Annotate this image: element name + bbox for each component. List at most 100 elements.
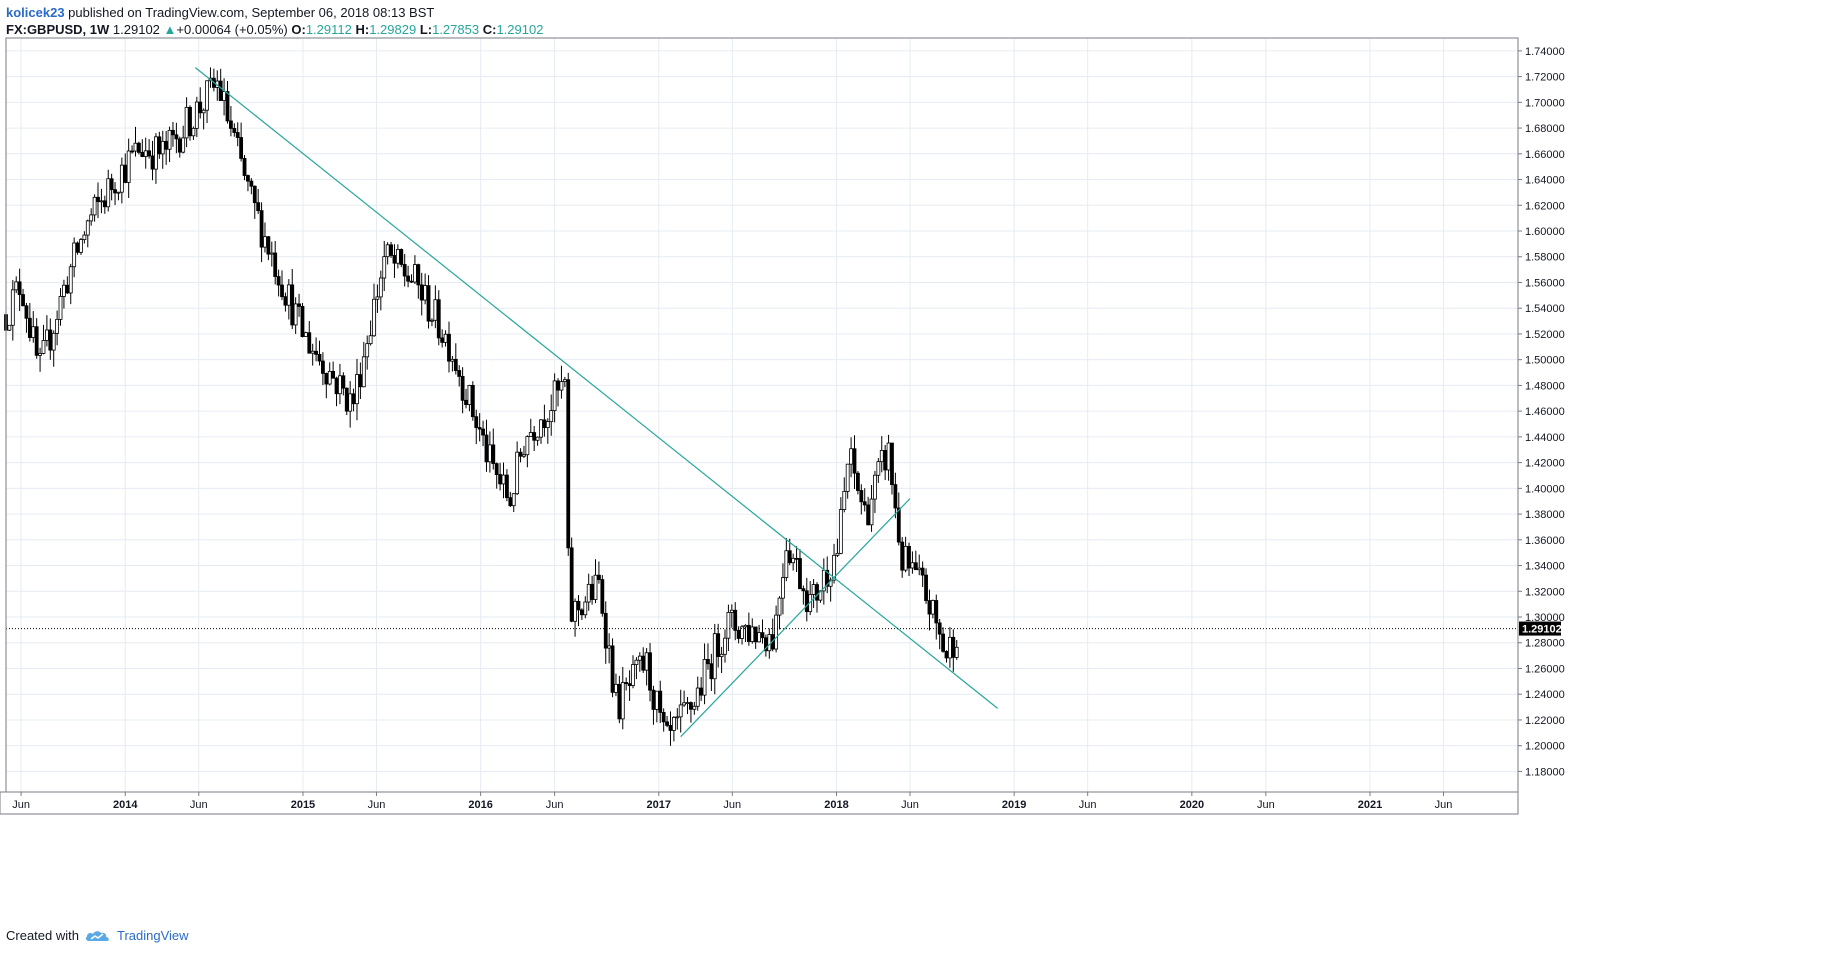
candle bbox=[21, 288, 25, 307]
candle bbox=[344, 387, 349, 416]
candle bbox=[566, 372, 571, 556]
price-axis[interactable]: 1.74000 1.72000 1.70000 1.68000 1.66000 1.640… bbox=[1518, 46, 1565, 779]
candle bbox=[859, 484, 864, 515]
candle bbox=[447, 321, 451, 373]
tradingview-cloud-icon[interactable] bbox=[85, 929, 111, 943]
candle bbox=[556, 378, 560, 407]
open-value: 1.29112 bbox=[305, 22, 352, 37]
candle bbox=[651, 685, 656, 725]
candle bbox=[160, 130, 165, 169]
candles bbox=[4, 67, 959, 746]
candle bbox=[109, 173, 114, 201]
candle bbox=[883, 445, 888, 481]
candle bbox=[106, 169, 111, 212]
descending-trendline[interactable] bbox=[194, 67, 998, 709]
candle bbox=[293, 297, 298, 334]
publish-line: kolicek23 published on TradingView.com, … bbox=[6, 4, 1806, 21]
y-tick-label: 1.62000 bbox=[1525, 200, 1565, 212]
candle bbox=[559, 365, 564, 399]
candle bbox=[532, 425, 537, 451]
y-tick-label: 1.26000 bbox=[1525, 663, 1565, 675]
candle bbox=[675, 708, 680, 730]
candle bbox=[259, 202, 264, 263]
candle bbox=[586, 573, 591, 611]
candle bbox=[603, 601, 608, 664]
candle bbox=[48, 318, 53, 360]
candle bbox=[815, 582, 819, 613]
symbol-label[interactable]: FX:GBPUSD, 1W bbox=[6, 22, 110, 37]
trendlines[interactable] bbox=[194, 67, 998, 738]
tradingview-brand[interactable]: TradingView bbox=[116, 928, 189, 943]
candle bbox=[443, 330, 448, 347]
candle bbox=[385, 242, 390, 265]
candle bbox=[879, 436, 884, 473]
x-tick-label: Jun bbox=[12, 799, 30, 811]
y-tick-label: 1.52000 bbox=[1525, 329, 1565, 341]
candle bbox=[637, 652, 642, 672]
candle bbox=[406, 265, 410, 288]
y-tick-label: 1.46000 bbox=[1525, 406, 1565, 418]
candle bbox=[617, 675, 622, 724]
candle bbox=[695, 676, 700, 711]
candle bbox=[804, 577, 809, 622]
candle bbox=[242, 155, 247, 181]
candle bbox=[927, 589, 932, 631]
candle bbox=[682, 690, 687, 707]
author-link[interactable]: kolicek23 bbox=[6, 5, 65, 20]
y-tick-label: 1.44000 bbox=[1525, 432, 1565, 444]
candle bbox=[913, 550, 918, 571]
last-price: 1.29102 bbox=[112, 22, 160, 37]
candle bbox=[634, 657, 639, 680]
candle bbox=[668, 711, 673, 746]
time-axis[interactable]: Jun 2014 Jun 2015 Jun 2016 Jun 2017 Jun 2018 Jun 20… bbox=[0, 791, 1519, 815]
candle bbox=[72, 237, 77, 278]
grid bbox=[6, 38, 1518, 792]
up-arrow-icon: ▲ bbox=[163, 22, 177, 37]
candle bbox=[893, 472, 898, 519]
x-tick-label: Jun bbox=[1257, 799, 1275, 811]
x-tick-label: 2021 bbox=[1358, 799, 1382, 811]
candle bbox=[269, 241, 274, 267]
candle bbox=[505, 469, 509, 502]
candle bbox=[866, 496, 871, 526]
close-label: C: bbox=[482, 22, 497, 37]
candle bbox=[65, 276, 70, 294]
candle bbox=[126, 138, 131, 198]
candle bbox=[951, 629, 956, 672]
candle bbox=[286, 279, 291, 320]
candle bbox=[620, 666, 625, 730]
candle bbox=[777, 596, 782, 630]
candle bbox=[201, 108, 206, 130]
high-label: H: bbox=[355, 22, 370, 37]
candle bbox=[283, 292, 288, 312]
candle bbox=[583, 596, 588, 619]
y-tick-label: 1.34000 bbox=[1525, 561, 1565, 573]
candle bbox=[477, 413, 482, 442]
candle bbox=[307, 321, 312, 354]
candle bbox=[794, 546, 799, 573]
candle bbox=[34, 318, 39, 359]
candle bbox=[835, 538, 840, 557]
candle bbox=[579, 608, 584, 620]
candle bbox=[41, 324, 46, 355]
candle bbox=[944, 650, 949, 663]
candle bbox=[426, 275, 431, 329]
candle bbox=[368, 320, 373, 346]
candle bbox=[852, 435, 857, 490]
candle bbox=[365, 335, 370, 370]
candle bbox=[44, 315, 49, 347]
y-tick-label: 1.54000 bbox=[1525, 303, 1565, 315]
candle bbox=[757, 624, 761, 643]
candle bbox=[954, 639, 959, 660]
candle bbox=[648, 642, 652, 702]
candle bbox=[627, 670, 632, 701]
candle bbox=[545, 418, 550, 444]
candle bbox=[798, 549, 802, 590]
candle bbox=[539, 419, 543, 444]
ascending-trendline[interactable] bbox=[680, 498, 911, 738]
candle bbox=[433, 285, 438, 329]
candle bbox=[910, 551, 915, 574]
candle bbox=[355, 358, 359, 421]
candle bbox=[610, 638, 615, 698]
